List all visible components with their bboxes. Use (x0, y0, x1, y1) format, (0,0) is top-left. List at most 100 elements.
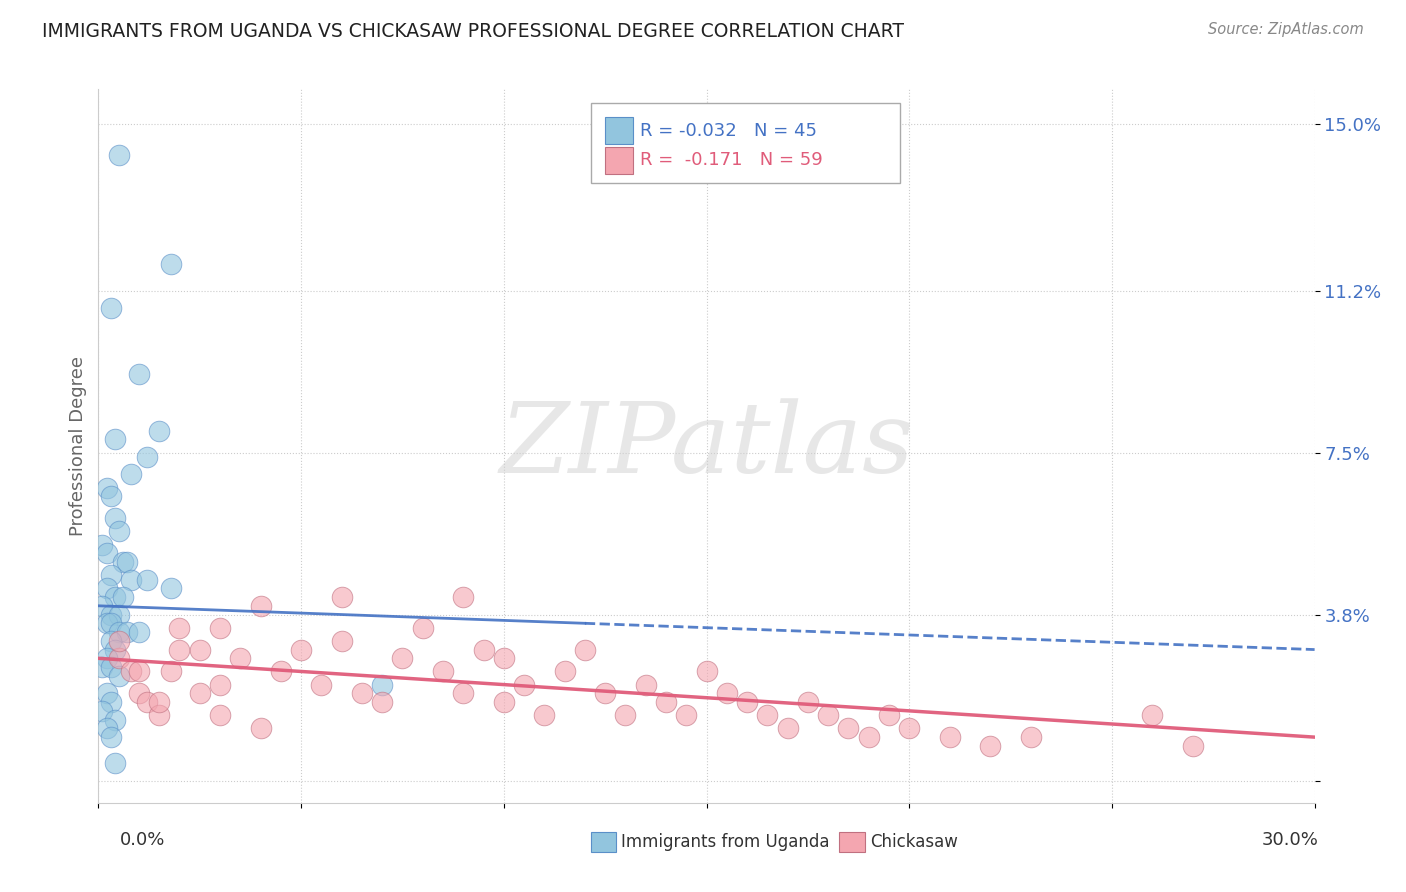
Text: Immigrants from Uganda: Immigrants from Uganda (621, 833, 830, 851)
Point (104, 756, 127, 771)
Point (96, 546, 118, 560)
Point (96, 651, 118, 665)
Point (120, 665, 142, 679)
Point (91, 537, 114, 551)
Y-axis label: Professional Degree: Professional Degree (69, 356, 87, 536)
Point (837, 722, 859, 736)
Point (107, 651, 129, 665)
Point (1019, 730, 1042, 744)
Point (614, 708, 637, 723)
Point (776, 722, 799, 736)
Text: R = -0.032   N = 45: R = -0.032 N = 45 (640, 121, 817, 140)
Point (91, 599, 114, 613)
Point (453, 686, 475, 700)
Point (330, 633, 353, 648)
Point (148, 695, 170, 709)
Point (898, 722, 921, 736)
Point (533, 708, 555, 723)
Point (160, 257, 183, 271)
Point (100, 695, 122, 709)
Point (100, 730, 122, 744)
Point (107, 607, 129, 622)
Point (160, 582, 183, 596)
Text: Chickasaw: Chickasaw (870, 833, 959, 851)
Point (188, 686, 211, 700)
Point (311, 677, 333, 691)
Point (209, 708, 232, 723)
Point (371, 677, 394, 691)
Point (100, 616, 122, 631)
Point (136, 450, 159, 464)
Point (148, 424, 170, 438)
Point (209, 677, 232, 691)
Point (513, 677, 536, 691)
Point (128, 686, 150, 700)
Point (91, 660, 114, 674)
Point (350, 686, 373, 700)
Point (136, 695, 159, 709)
Point (100, 489, 122, 503)
Point (249, 599, 271, 613)
Point (104, 642, 127, 657)
Point (574, 642, 596, 657)
Point (104, 511, 127, 525)
Point (107, 669, 129, 683)
Point (136, 573, 159, 587)
Point (115, 625, 138, 640)
Text: 30.0%: 30.0% (1263, 831, 1319, 849)
Point (593, 686, 616, 700)
Text: ZIPatlas: ZIPatlas (499, 399, 914, 493)
Point (104, 590, 127, 604)
Point (120, 467, 142, 482)
Point (655, 695, 678, 709)
Point (148, 708, 170, 723)
Point (104, 713, 127, 727)
Point (229, 651, 252, 665)
Point (939, 730, 962, 744)
Point (100, 568, 122, 582)
Point (100, 301, 122, 315)
Point (111, 555, 134, 569)
Point (371, 695, 394, 709)
Point (115, 555, 138, 569)
Point (716, 686, 738, 700)
Point (756, 708, 779, 723)
Point (100, 660, 122, 674)
Point (104, 433, 127, 447)
Point (554, 665, 576, 679)
Point (209, 621, 232, 635)
Point (330, 590, 353, 604)
Point (96, 722, 118, 736)
Point (797, 695, 820, 709)
Point (492, 651, 515, 665)
Point (675, 708, 697, 723)
Point (634, 677, 657, 691)
Text: R =  -0.171   N = 59: R = -0.171 N = 59 (640, 152, 823, 169)
Point (96, 616, 118, 631)
Point (128, 665, 150, 679)
Point (735, 695, 758, 709)
Point (432, 665, 454, 679)
Point (290, 642, 312, 657)
Point (412, 621, 434, 635)
Point (111, 590, 134, 604)
Point (453, 590, 475, 604)
Point (249, 722, 271, 736)
Point (188, 642, 211, 657)
Point (169, 621, 191, 635)
Point (979, 739, 1001, 753)
Point (696, 665, 718, 679)
Text: 0.0%: 0.0% (120, 831, 165, 849)
Point (160, 665, 183, 679)
Point (107, 633, 129, 648)
Point (472, 642, 495, 657)
Point (128, 367, 150, 381)
Point (100, 607, 122, 622)
Point (858, 730, 880, 744)
Point (107, 524, 129, 539)
Point (107, 148, 129, 162)
Point (100, 633, 122, 648)
Point (817, 708, 839, 723)
Point (492, 695, 515, 709)
Point (120, 573, 142, 587)
